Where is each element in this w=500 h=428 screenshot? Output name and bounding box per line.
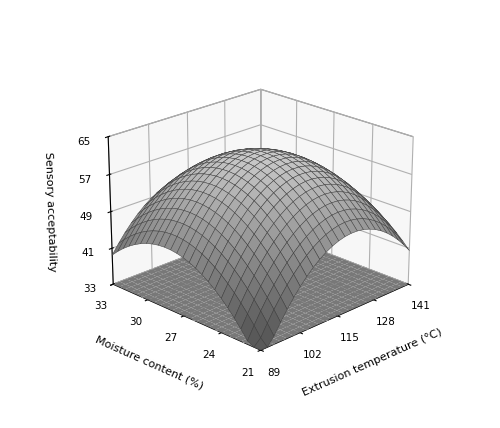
X-axis label: Extrusion temperature (°C): Extrusion temperature (°C) bbox=[300, 327, 444, 398]
Y-axis label: Moisture content (%): Moisture content (%) bbox=[94, 334, 205, 391]
